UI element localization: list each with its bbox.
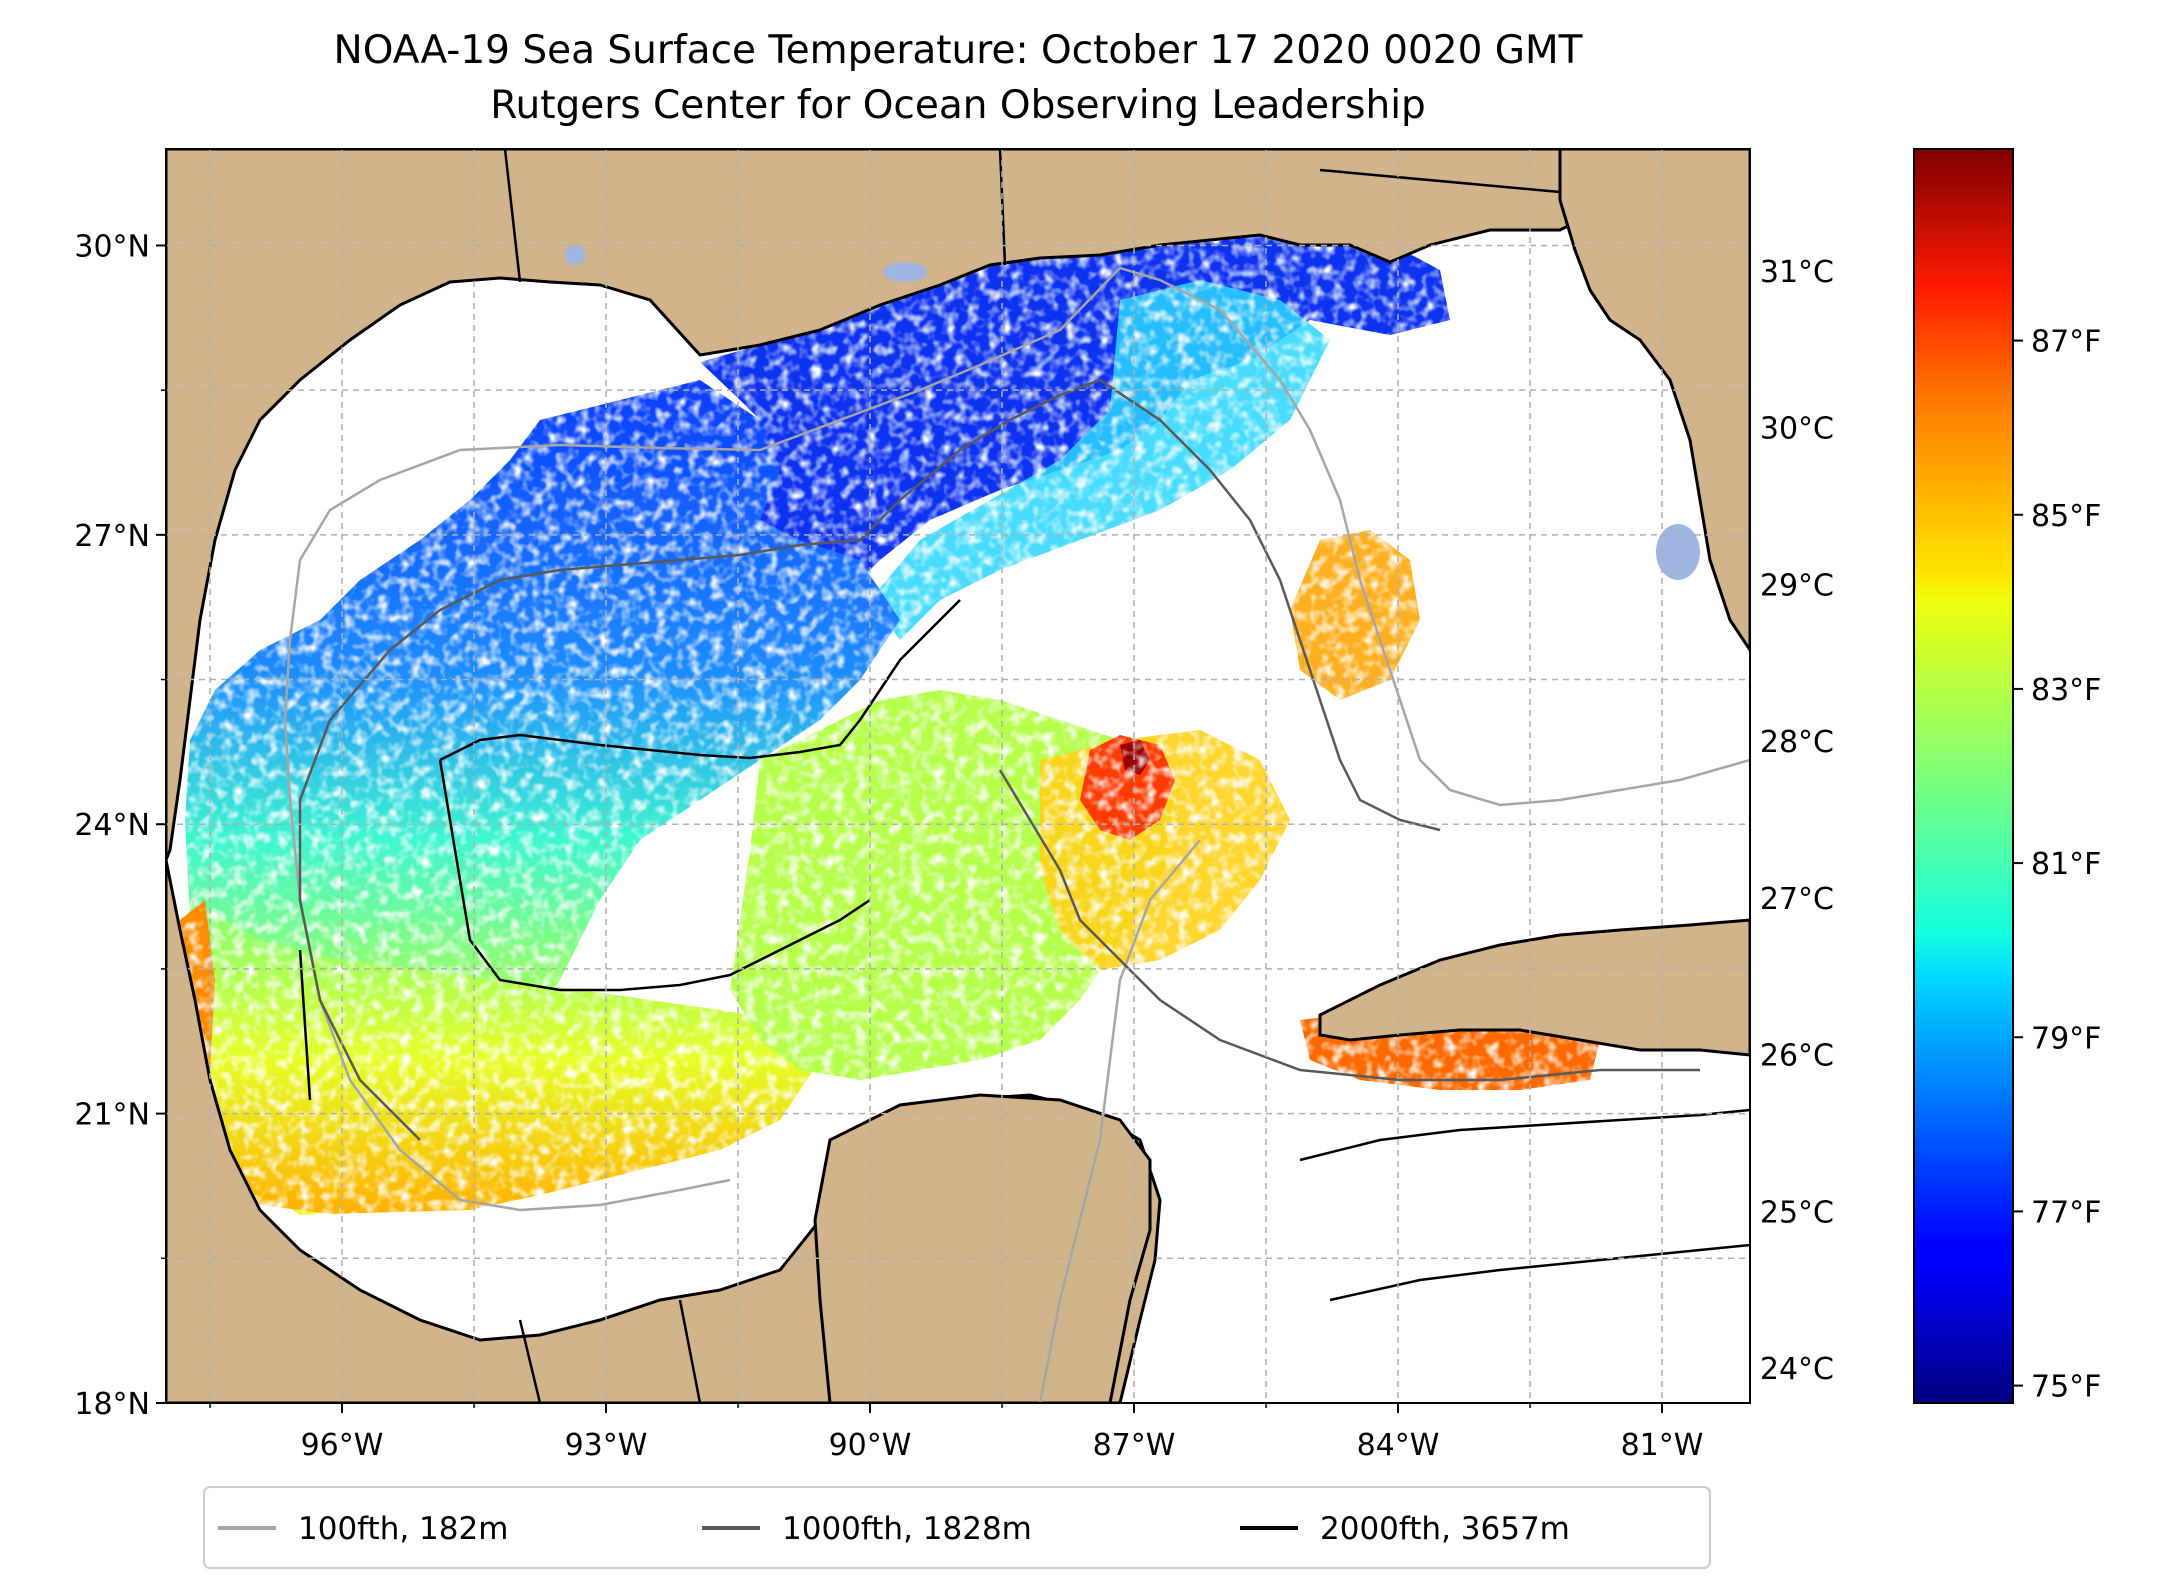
land-cuba (1318, 918, 1750, 1057)
colorbar-celsius-axis: 24°C 25°C 26°C 27°C 28°C 29°C 30°C 31°C (1760, 255, 1834, 1387)
lon-tick-label: 96°W (301, 1428, 384, 1463)
lake-texas (565, 245, 585, 265)
legend-label: 1000fth, 1828m (782, 1511, 1032, 1547)
lat-tick-label: 30°N (74, 229, 150, 264)
cb-c-tick-label: 25°C (1760, 1195, 1834, 1230)
land-yucatan (813, 1093, 1152, 1403)
legend-label: 2000fth, 3657m (1320, 1511, 1570, 1547)
cb-f-tick-label: 87°F (2031, 325, 2101, 360)
lake-okeechobee (1656, 524, 1700, 580)
chart-title: NOAA-19 Sea Surface Temperature: October… (334, 28, 1583, 73)
sst-hot-spot (1080, 735, 1175, 840)
sst-florida-patches (1290, 530, 1420, 700)
lat-tick-label: 18°N (74, 1387, 150, 1422)
map-area: 96°W 93°W 90°W 87°W 84°W 81°W 18°N 21°N 24°N 27°… (74, 148, 1751, 1463)
land-us-north (166, 149, 1750, 861)
cb-c-tick-label: 24°C (1760, 1352, 1834, 1387)
cb-c-tick-label: 27°C (1760, 882, 1834, 917)
cb-c-tick-label: 31°C (1760, 255, 1834, 290)
sst-warm-band-south (190, 900, 820, 1214)
lat-tick-label: 24°N (74, 808, 150, 843)
cb-c-tick-label: 29°C (1760, 568, 1834, 603)
cb-f-tick-label: 79°F (2031, 1021, 2101, 1056)
cb-c-tick-label: 30°C (1760, 412, 1834, 447)
cb-f-tick-label: 85°F (2031, 499, 2101, 534)
colorbar-gradient (1913, 148, 2014, 1404)
legend-label: 100fth, 182m (298, 1511, 508, 1547)
lat-tick-label: 21°N (74, 1098, 150, 1133)
lon-tick-label: 87°W (1093, 1428, 1176, 1463)
cb-f-tick-label: 77°F (2031, 1195, 2101, 1230)
lat-tick-label: 27°N (74, 519, 150, 554)
lon-tick-label: 90°W (829, 1428, 912, 1463)
lon-axis: 96°W 93°W 90°W 87°W 84°W 81°W (209, 1403, 1704, 1463)
lake-pontchartrain (883, 262, 927, 282)
land-florida (1558, 149, 1750, 653)
map-frame (165, 148, 1751, 1404)
cb-f-tick-label: 83°F (2031, 673, 2101, 708)
gridlines (166, 149, 1750, 1404)
contour-1000fth (298, 378, 1700, 1141)
legend-box (203, 1486, 1711, 1569)
cb-c-tick-label: 26°C (1760, 1039, 1834, 1074)
contour-legend: 100fth, 182m 1000fth, 1828m 2000fth, 3657m (203, 1486, 1711, 1569)
lon-tick-label: 81°W (1621, 1428, 1704, 1463)
colorbar: 24°C 25°C 26°C 27°C 28°C 29°C 30°C 31°C 75°F 77°… (1760, 148, 2101, 1405)
sst-cyan-band (870, 280, 1330, 640)
sst-hot-core (1120, 740, 1150, 775)
colorbar-fahrenheit-axis: 75°F 77°F 79°F 81°F 83°F 85°F 87°F (2013, 325, 2101, 1405)
cb-f-tick-label: 81°F (2031, 847, 2101, 882)
contour-2000fth (438, 599, 1750, 1302)
sst-data-layer (180, 210, 1600, 1215)
cb-c-tick-label: 28°C (1760, 725, 1834, 760)
cb-f-tick-label: 75°F (2031, 1370, 2101, 1405)
lon-tick-label: 84°W (1357, 1428, 1440, 1463)
chart-subtitle: Rutgers Center for Ocean Observing Leade… (490, 83, 1426, 128)
lon-tick-label: 93°W (565, 1428, 648, 1463)
lat-axis: 18°N 21°N 24°N 27°N 30°N (74, 229, 166, 1422)
